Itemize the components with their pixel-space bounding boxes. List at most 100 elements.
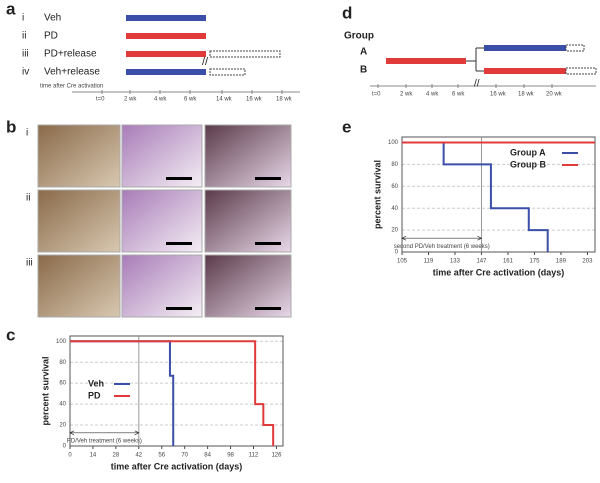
y-tick-label: 80: [59, 360, 66, 366]
scale-bar: [255, 177, 281, 180]
image: [37, 254, 121, 318]
plot-frame: [69, 335, 284, 447]
y-tick-label: 100: [56, 339, 67, 345]
x-tick-label: 28: [113, 453, 120, 459]
y-axis-label: percent survival: [372, 160, 382, 229]
x-tick-label: 147: [476, 259, 487, 265]
x-axis-label: time after Cre activation (days): [433, 267, 565, 277]
tick-label: 4 wk: [154, 97, 167, 103]
image: [204, 124, 292, 188]
row-numeral: iii: [26, 258, 33, 269]
x-tick-label: 42: [135, 453, 142, 459]
x-tick-label: 119: [424, 259, 434, 265]
x-tick-label: 133: [450, 259, 461, 265]
y-tick-label: 80: [391, 162, 398, 168]
group-label: B: [360, 65, 367, 76]
tick-label: 16 wk: [490, 92, 507, 98]
treatment-label: second PD/Veh treatment (6 weeks): [394, 244, 490, 250]
y-tick-label: 60: [391, 184, 398, 190]
x-tick-label: 175: [529, 259, 540, 265]
row-numeral: iv: [22, 67, 29, 78]
charts: c 0 20 40 60 80 100 0 14 28 42 56 70 84 98 112 126 time a…: [6, 117, 596, 471]
panel-label: b: [6, 117, 16, 136]
row-name: PD: [44, 31, 58, 42]
legend-label: Veh: [88, 378, 104, 388]
bar-dashed: [209, 68, 246, 76]
tick-label: 2 wk: [124, 97, 137, 103]
tick-label: t=0: [96, 97, 105, 103]
y-tick-label: 0: [63, 444, 67, 450]
row-name: PD+release: [44, 49, 97, 60]
panel-label: d: [342, 3, 352, 22]
row-numeral: i: [22, 13, 24, 24]
x-tick-label: 14: [90, 453, 97, 459]
treatment-arrow: [69, 430, 140, 436]
panel-a: i Veh ii PD iii PD+release iv Veh+release // time…: [22, 13, 300, 103]
y-tick-label: 60: [59, 381, 66, 387]
panel-label: e: [342, 117, 351, 136]
image: [121, 189, 203, 253]
scale-bar: [166, 242, 192, 245]
panel-d: // ABt=0 2 wk 4 wk 6 wk 16 wk 18 wk 20 wk: [360, 44, 597, 98]
group-title: Group: [344, 31, 374, 42]
survival-line: [70, 340, 275, 446]
plot-frame: [401, 136, 596, 253]
y-tick-label: 100: [388, 140, 399, 146]
y-tick-label: 20: [391, 228, 398, 234]
bracket: [466, 47, 484, 72]
bar-dashed: [565, 44, 585, 52]
row-numeral: ii: [22, 31, 26, 42]
x-tick-label: 84: [204, 453, 211, 459]
group-label: A: [360, 47, 367, 58]
x-tick-label: 105: [397, 259, 408, 265]
row-numeral: iii: [22, 49, 29, 60]
tick-label: 6 wk: [184, 97, 197, 103]
treatment-label: PD/Veh treatment (6 weeks): [67, 438, 142, 444]
survival-line: [402, 141, 549, 252]
tick-label: 4 wk: [426, 92, 439, 98]
x-tick-label: 98: [227, 453, 234, 459]
x-tick-label: 70: [181, 453, 188, 459]
row-name: Veh+release: [44, 67, 100, 78]
legend-label: Group B: [510, 159, 546, 169]
x-tick-label: 126: [271, 453, 282, 459]
x-tick-label: 112: [249, 453, 259, 459]
x-tick-label: 203: [582, 259, 593, 265]
scale-bar: [166, 307, 192, 310]
bar: [126, 51, 206, 57]
survival-line: [70, 340, 175, 446]
bar-dashed: [565, 67, 597, 75]
y-tick-label: 40: [391, 206, 398, 212]
panel-label: c: [6, 325, 15, 344]
x-axis-label: time after Cre activation (days): [111, 461, 243, 471]
legend-label: PD: [88, 390, 101, 400]
bar: [386, 58, 466, 64]
image: [37, 124, 121, 188]
image: [121, 124, 203, 188]
image: [204, 189, 292, 253]
row-name: Veh: [44, 13, 61, 24]
row-numeral: i: [26, 128, 28, 139]
y-tick-label: 0: [395, 250, 399, 256]
bar: [126, 33, 206, 39]
bar-dashed: [209, 50, 281, 58]
bar: [484, 68, 566, 74]
tick-label: 18 wk: [518, 92, 535, 98]
tick-label: 18 wk: [276, 97, 293, 103]
tick-label: t=0: [372, 92, 381, 98]
tick-label: 6 wk: [452, 92, 465, 98]
image: [121, 254, 203, 318]
scale-bar: [166, 177, 192, 180]
y-tick-label: 40: [59, 402, 66, 408]
scale-bar: [255, 307, 281, 310]
break: //: [202, 56, 209, 68]
bar: [126, 15, 206, 21]
x-tick-label: 161: [503, 259, 514, 265]
panel-label: a: [6, 0, 16, 18]
x-tick-label: 56: [158, 453, 165, 459]
tick-label: 16 wk: [246, 97, 263, 103]
bar: [126, 69, 206, 75]
y-tick-label: 20: [59, 423, 66, 429]
